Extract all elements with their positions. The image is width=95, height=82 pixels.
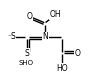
Text: N: N: [42, 32, 48, 41]
Text: ⁻S: ⁻S: [7, 32, 16, 41]
Text: O: O: [27, 12, 32, 21]
Text: O: O: [75, 49, 81, 58]
Text: SHO: SHO: [19, 60, 34, 66]
Text: OH: OH: [50, 10, 62, 19]
Text: HO: HO: [56, 64, 68, 73]
Text: S: S: [25, 49, 29, 58]
